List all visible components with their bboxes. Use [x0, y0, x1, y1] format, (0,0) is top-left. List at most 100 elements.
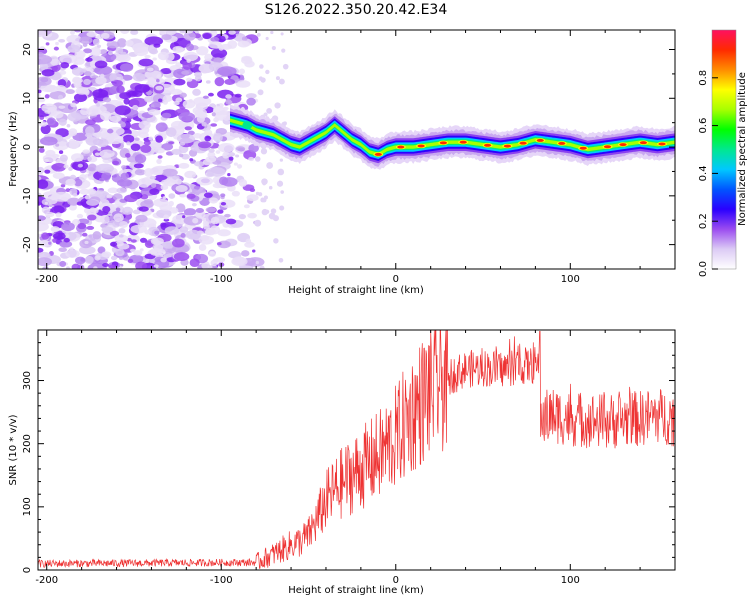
noise-blob [182, 60, 192, 70]
noise-blob [121, 165, 127, 170]
noise-blob [138, 206, 149, 212]
noise-blob [217, 229, 231, 237]
noise-blob [94, 255, 101, 261]
noise-blob [213, 132, 223, 143]
noise-blob [114, 234, 129, 243]
noise-blob [220, 193, 226, 198]
noise-blob [60, 184, 66, 188]
noise-blob [99, 49, 108, 55]
ridge-band [230, 115, 675, 159]
noise-blob [171, 148, 182, 155]
noise-blob [115, 207, 121, 212]
spectrogram-ytick-label: 10 [22, 92, 33, 105]
noise-blob [109, 241, 118, 247]
noise-blob [156, 74, 162, 79]
noise-blob [128, 97, 148, 108]
ridge-peak [536, 138, 544, 142]
noise-blob [163, 214, 170, 220]
noise-blob [100, 32, 110, 39]
noise-blob [41, 198, 54, 206]
noise-blob [162, 196, 167, 200]
noise-blob [69, 174, 77, 180]
spectrogram-xtick-label: 0 [393, 274, 399, 285]
noise-blob [149, 175, 157, 180]
noise-blob [38, 52, 44, 58]
noise-blob [60, 61, 70, 69]
noise-blob [205, 207, 216, 213]
noise-blob [45, 211, 55, 218]
noise-blob [74, 50, 86, 59]
noise-blob [156, 158, 162, 165]
noise-blob [191, 203, 197, 207]
noise-blob [241, 250, 250, 257]
noise-blob [108, 264, 116, 269]
noise-blob [157, 155, 163, 159]
noise-blob [79, 36, 93, 45]
noise-blob [52, 172, 65, 179]
noise-blob [160, 184, 169, 190]
noise-blob [50, 226, 60, 233]
noise-blob [102, 262, 109, 267]
noise-blob [265, 36, 269, 41]
noise-blob [115, 248, 125, 257]
noise-blob [126, 141, 131, 146]
noise-blob [94, 60, 108, 69]
noise-blob [85, 57, 93, 62]
noise-blob [245, 93, 257, 99]
noise-blob [205, 155, 217, 163]
spectrogram-xlabel: Height of straight line (km) [288, 285, 424, 296]
noise-blob [187, 130, 195, 136]
noise-blob [260, 77, 266, 83]
noise-blob [87, 188, 97, 195]
noise-blob [178, 123, 183, 128]
noise-blob [153, 43, 161, 48]
noise-blob [86, 198, 100, 206]
noise-blob [130, 143, 141, 152]
noise-blob [280, 32, 284, 36]
noise-blob [74, 256, 86, 265]
noise-blob [196, 46, 209, 56]
noise-blob [77, 218, 90, 225]
noise-blob [202, 220, 210, 226]
noise-blob [81, 232, 88, 237]
noise-blob [38, 166, 45, 174]
noise-blob [48, 241, 52, 245]
noise-blob [84, 173, 93, 178]
noise-blob [87, 214, 97, 221]
noise-blob [142, 46, 148, 51]
noise-blob [123, 98, 130, 105]
noise-blob [161, 179, 170, 186]
noise-blob [77, 222, 87, 230]
noise-blob [85, 119, 96, 126]
noise-blob [186, 193, 196, 199]
noise-blob [243, 204, 250, 209]
noise-blob [144, 54, 151, 59]
noise-blob [181, 153, 190, 160]
noise-blob [53, 46, 59, 51]
noise-blob [175, 185, 188, 193]
noise-blob [130, 239, 137, 243]
noise-blob [58, 105, 66, 109]
noise-blob [116, 178, 133, 187]
noise-blob [67, 44, 81, 53]
noise-blob [44, 201, 49, 205]
noise-blob [63, 164, 69, 169]
noise-blob [152, 57, 157, 61]
noise-blob [258, 192, 263, 197]
noise-blob [43, 158, 50, 163]
noise-blob [179, 193, 187, 198]
noise-blob [204, 229, 212, 236]
noise-blob [186, 77, 193, 82]
noise-blob [106, 194, 113, 199]
noise-blob [222, 116, 232, 121]
noise-blob [38, 147, 45, 153]
noise-blob [102, 206, 111, 213]
noise-blob [202, 32, 212, 40]
noise-blob [151, 182, 157, 188]
noise-blob [212, 182, 224, 189]
noise-blob [193, 161, 205, 167]
noise-blob [50, 58, 61, 66]
noise-blob [57, 94, 64, 100]
